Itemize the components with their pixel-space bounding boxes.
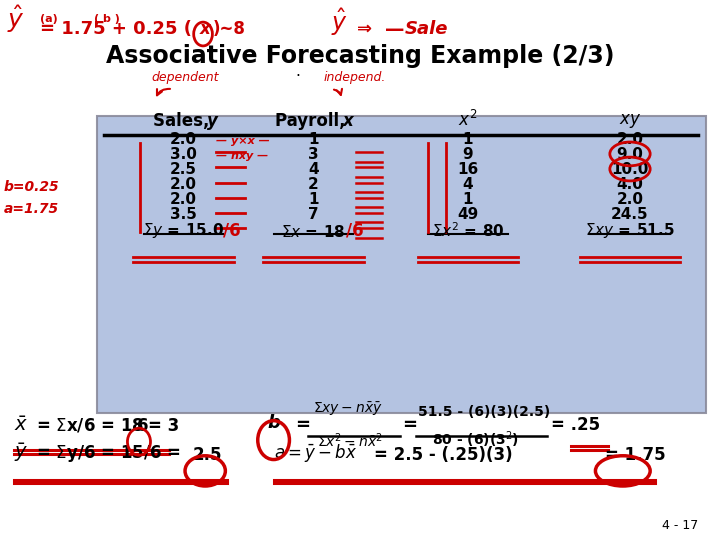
Text: 3.0: 3.0 <box>170 147 197 162</box>
Text: = 1.75: = 1.75 <box>605 447 665 464</box>
Text: $\Sigma xy$ = 51.5: $\Sigma xy$ = 51.5 <box>585 221 675 240</box>
Text: 2.0: 2.0 <box>170 132 197 147</box>
Text: — y×x —: — y×x — <box>216 136 270 146</box>
Text: )~8: )~8 <box>212 20 246 38</box>
Text: = 1.75 + 0.25 (: = 1.75 + 0.25 ( <box>40 20 192 38</box>
Text: ·: · <box>295 69 300 84</box>
Text: 1: 1 <box>308 132 318 147</box>
Text: 2.0: 2.0 <box>170 192 197 207</box>
Text: 2.0: 2.0 <box>170 177 197 192</box>
Text: $\Sigma xy - n\bar{x}\bar{y}$: $\Sigma xy - n\bar{x}\bar{y}$ <box>313 401 383 418</box>
Text: =: = <box>402 416 417 434</box>
Text: ( b ): ( b ) <box>94 14 120 24</box>
Text: —: — <box>385 20 405 39</box>
Text: ⇒: ⇒ <box>357 20 372 38</box>
Text: Sale: Sale <box>405 20 448 38</box>
FancyBboxPatch shape <box>97 116 706 413</box>
Text: Payroll,: Payroll, <box>275 112 351 130</box>
Text: a=1.75: a=1.75 <box>4 202 59 216</box>
Text: b: b <box>268 414 281 432</box>
Text: $x^2$: $x^2$ <box>459 110 477 130</box>
Text: dependent: dependent <box>151 71 219 84</box>
Text: $\bar{x}$: $\bar{x}$ <box>14 416 29 435</box>
Text: $\hat{y}$: $\hat{y}$ <box>7 3 25 35</box>
Text: 4: 4 <box>463 177 473 192</box>
Text: = 2.5 - (.25)(3): = 2.5 - (.25)(3) <box>374 447 513 464</box>
Text: — nxy —: — nxy — <box>216 151 269 161</box>
Text: 49: 49 <box>457 207 479 222</box>
Text: = 3: = 3 <box>148 417 179 435</box>
Text: independ.: independ. <box>324 71 387 84</box>
Text: 2: 2 <box>308 177 318 192</box>
Text: 1: 1 <box>308 192 318 207</box>
Text: 2.0: 2.0 <box>616 132 644 147</box>
Text: Associative Forecasting Example (2/3): Associative Forecasting Example (2/3) <box>106 44 614 68</box>
Text: 1: 1 <box>463 192 473 207</box>
Text: 7: 7 <box>308 207 318 222</box>
Text: 2.5: 2.5 <box>193 447 222 464</box>
Text: 80 - (6)(3$^2$): 80 - (6)(3$^2$) <box>432 429 519 450</box>
Text: /6: /6 <box>223 221 240 239</box>
Text: =: = <box>295 416 310 434</box>
Text: (a): (a) <box>40 14 58 24</box>
Text: $\Sigma x$ = 18: $\Sigma x$ = 18 <box>281 224 346 240</box>
Text: $\Sigma x^2 - n\bar{x}^2$: $\Sigma x^2 - n\bar{x}^2$ <box>317 431 382 450</box>
Text: 6: 6 <box>137 417 148 435</box>
Text: $\Sigma y$ = 15.0: $\Sigma y$ = 15.0 <box>143 221 224 240</box>
Text: 51.5 - (6)(3)(2.5): 51.5 - (6)(3)(2.5) <box>418 404 550 418</box>
Text: Sales,: Sales, <box>153 112 215 130</box>
Text: 4 - 17: 4 - 17 <box>662 519 698 532</box>
Text: x: x <box>199 20 210 38</box>
Text: = $\Sigma$y/6 = 15/6 =: = $\Sigma$y/6 = 15/6 = <box>36 443 181 464</box>
Text: b=0.25: b=0.25 <box>4 180 59 194</box>
Text: x: x <box>343 112 353 130</box>
Text: = $\Sigma$x/6 = 18: = $\Sigma$x/6 = 18 <box>36 417 144 435</box>
Text: 4: 4 <box>308 162 318 177</box>
Text: $\Sigma x^2$ = 80: $\Sigma x^2$ = 80 <box>432 221 504 240</box>
Text: $a = \bar{y} - b\bar{x}$: $a = \bar{y} - b\bar{x}$ <box>274 442 357 464</box>
Text: = .25: = .25 <box>551 416 600 434</box>
Text: 2.0: 2.0 <box>616 192 644 207</box>
Text: 10.0: 10.0 <box>611 162 649 177</box>
Text: $\bar{y}$: $\bar{y}$ <box>14 442 29 464</box>
Text: y: y <box>207 112 218 130</box>
Text: /6: /6 <box>346 221 363 239</box>
Text: 9: 9 <box>463 147 473 162</box>
Text: 16: 16 <box>457 162 479 177</box>
Text: 3.5: 3.5 <box>170 207 197 222</box>
Text: 4.0: 4.0 <box>616 177 644 192</box>
Text: $\hat{y}$: $\hat{y}$ <box>331 6 348 38</box>
Text: 2.5: 2.5 <box>170 162 197 177</box>
Text: 9.0: 9.0 <box>616 147 644 162</box>
Text: 24.5: 24.5 <box>611 207 649 222</box>
Text: 3: 3 <box>308 147 318 162</box>
Text: 1: 1 <box>463 132 473 147</box>
Text: $xy$: $xy$ <box>619 112 641 130</box>
